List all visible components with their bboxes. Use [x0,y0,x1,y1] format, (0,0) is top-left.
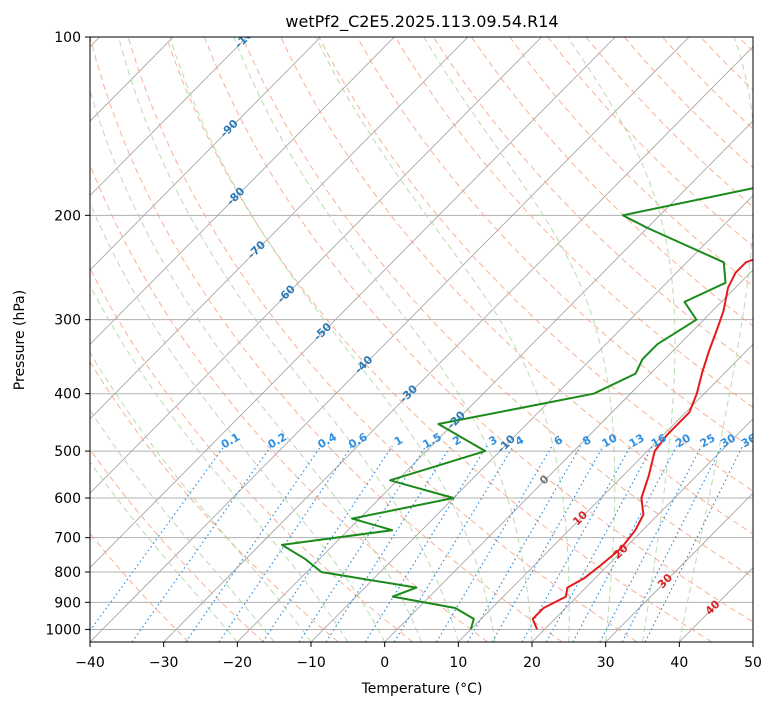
chart-title: wetPf2_C2E5.2025.113.09.54.R14 [285,12,558,32]
x-tick-label: 30 [597,655,615,671]
x-tick-label: 20 [523,655,541,671]
y-tick-label: 800 [54,565,81,581]
x-axis-label: Temperature (°C) [361,681,483,697]
y-tick-label: 200 [54,208,81,224]
x-tick-label: 40 [670,655,688,671]
y-tick-label: 900 [54,595,81,611]
x-tick-label: −10 [296,655,326,671]
x-tick-label: 0 [380,655,389,671]
x-tick-label: −20 [223,655,253,671]
y-tick-label: 500 [54,444,81,460]
y-axis-label: Pressure (hPa) [12,290,28,390]
x-tick-label: −40 [75,655,105,671]
y-tick-label: 300 [54,313,81,329]
y-tick-label: 600 [54,491,81,507]
x-tick-label: 50 [744,655,762,671]
x-tick-label: −30 [149,655,179,671]
y-tick-label: 1000 [45,622,81,638]
y-tick-label: 400 [54,387,81,403]
x-tick-label: 10 [449,655,467,671]
y-tick-label: 100 [54,30,81,46]
y-tick-label: 700 [54,531,81,547]
